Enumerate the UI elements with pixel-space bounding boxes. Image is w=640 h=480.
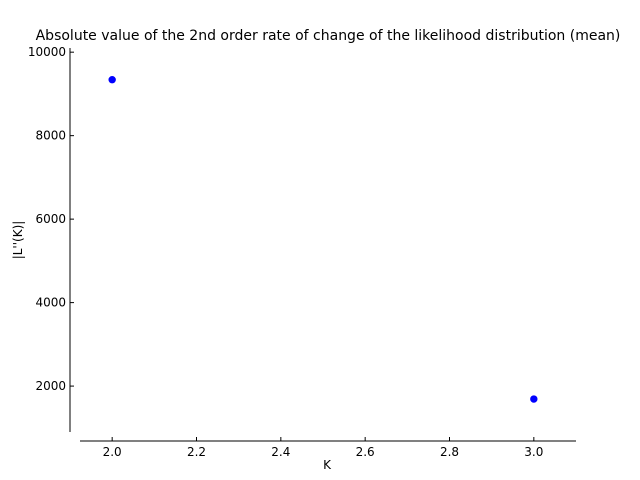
data-point <box>530 395 538 403</box>
y-axis-label: |L''(K)| <box>11 221 25 260</box>
x-tick-label: 3.0 <box>524 445 543 459</box>
x-tick-label: 2.8 <box>440 445 459 459</box>
x-tick-label: 2.0 <box>103 445 122 459</box>
x-tick-label: 2.4 <box>271 445 290 459</box>
axes <box>69 48 576 442</box>
y-tick-label: 6000 <box>35 212 66 226</box>
x-tick-label: 2.2 <box>187 445 206 459</box>
y-tick-label: 2000 <box>35 379 66 393</box>
x-axis-label: K <box>323 458 332 472</box>
y-tick-label: 10000 <box>28 45 66 59</box>
x-ticks: 2.0 2.2 2.4 2.6 2.8 3.0 <box>103 437 543 459</box>
y-tick-label: 4000 <box>35 296 66 310</box>
chart-title: Absolute value of the 2nd order rate of … <box>36 28 621 44</box>
data-point <box>108 76 116 84</box>
y-tick-label: 8000 <box>35 129 66 143</box>
data-points <box>108 76 538 403</box>
y-ticks: 2000 4000 6000 8000 10000 <box>28 45 74 393</box>
x-tick-label: 2.6 <box>356 445 375 459</box>
